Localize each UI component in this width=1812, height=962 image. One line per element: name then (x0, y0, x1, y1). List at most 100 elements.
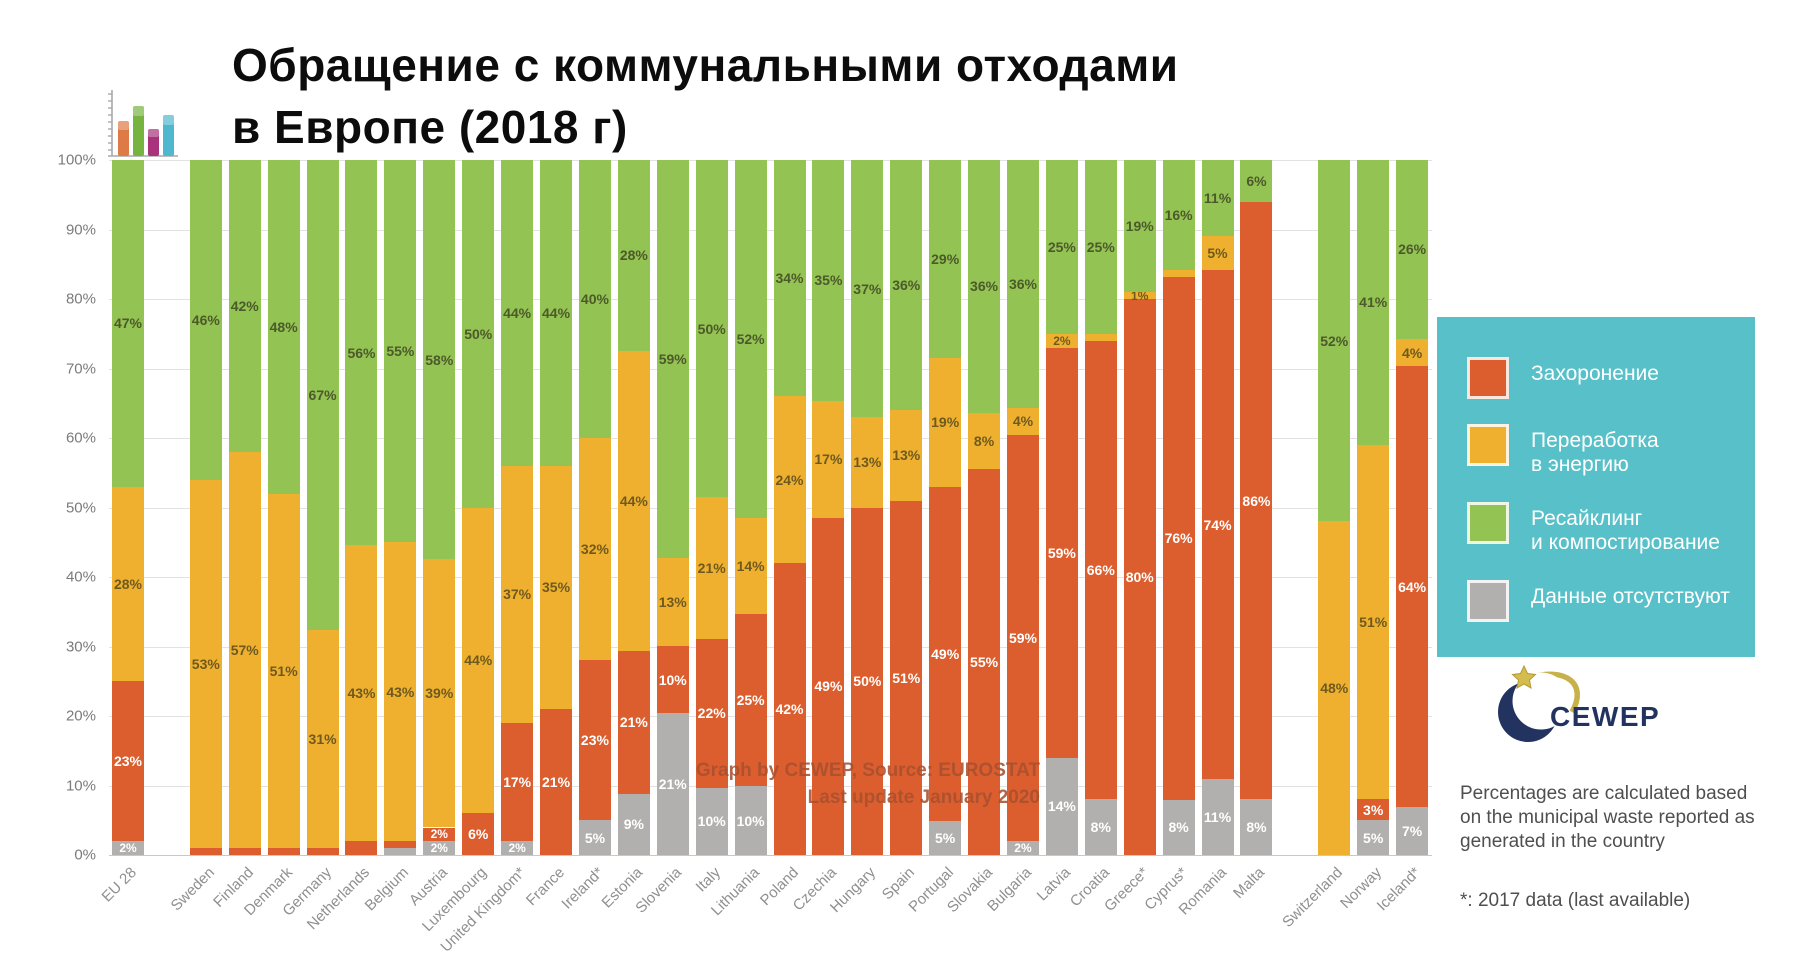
gridline (109, 855, 1432, 856)
bar-value-label: 21% (542, 774, 571, 791)
bar-segment-nodata: 8% (1162, 799, 1195, 855)
bar-value-label: 50% (464, 325, 493, 342)
bar-segment-landfill: 42% (773, 563, 806, 855)
bar-value-label: 25% (736, 692, 765, 709)
bar-value-label: 19% (931, 414, 960, 431)
legend-swatch-wte (1467, 424, 1509, 466)
legend-swatch-nodata (1467, 580, 1509, 622)
bar-segment-wte: 44% (617, 350, 650, 651)
bar-segment-wte: 14% (734, 517, 767, 615)
bar-segment-landfill: 21% (540, 709, 573, 855)
watermark-line-2: Last update January 2020 (807, 787, 1040, 808)
bar-segment-recycling: 52% (1318, 160, 1351, 522)
bar-segment-recycling: 34% (773, 160, 806, 397)
bar-value-label: 32% (580, 541, 609, 558)
bar-value-label: 9% (623, 816, 644, 833)
bar-value-label: 39% (425, 685, 454, 702)
bar-segment-landfill: 50% (851, 507, 884, 855)
bar-value-label: 35% (542, 579, 571, 596)
bar-segment-nodata: 8% (1084, 799, 1117, 855)
bar-value-label: 22% (697, 705, 726, 722)
bar-segment-recycling: 50% (695, 160, 728, 498)
bar-segment-wte: 32% (578, 438, 611, 661)
bar-segment-wte: 1% (1123, 288, 1156, 303)
bar-value-label: 55% (386, 343, 415, 360)
bar-value-label: 17% (814, 451, 843, 468)
bar-segment-wte: 35% (540, 465, 573, 710)
x-axis-label: Belgium (362, 864, 413, 915)
bar-value-label: 44% (503, 304, 532, 321)
bar-value-label: 8% (1168, 819, 1189, 836)
cewep-logo: CEWEP (1488, 664, 1668, 761)
bar-value-label: 5% (1207, 244, 1228, 261)
bar-value-label: 2% (430, 827, 448, 842)
bar-hungary: 50% 13% 37% (851, 160, 884, 855)
bar-value-label: 2% (119, 841, 137, 856)
y-axis-label: 100% (57, 151, 96, 169)
legend-item-nodata: Данные отсутствуют (1467, 580, 1731, 622)
bar-segment-landfill: 59% (1006, 435, 1039, 842)
y-axis-label: 0% (74, 846, 96, 864)
bar-value-label: 28% (619, 247, 648, 264)
bar-segment-wte: 48% (1318, 521, 1351, 855)
bar-segment-wte: 28% (112, 486, 144, 682)
bar-value-label: 16% (1164, 207, 1193, 224)
gridline (109, 577, 1432, 578)
bar-value-label: 2% (1014, 841, 1032, 856)
bar-value-label: 28% (113, 575, 143, 592)
x-axis-label: Ireland* (558, 864, 607, 913)
y-axis-label: 10% (65, 777, 96, 794)
bar-segment-wte: 13% (890, 410, 923, 501)
bar-value-label: 46% (191, 311, 220, 328)
bar-segment-recycling: 26% (1396, 160, 1429, 339)
bar-segment-landfill (267, 848, 300, 855)
bar-sweden: 53% 46% (189, 160, 222, 855)
bar-value-label: 4% (1401, 344, 1423, 361)
bar-value-label: 43% (347, 685, 376, 702)
bar-segment-landfill: 51% (890, 500, 923, 855)
legend-label-landfill: Захоронение (1531, 362, 1659, 385)
bar-segment-wte (1084, 333, 1117, 341)
bar-value-label: 8% (1246, 819, 1267, 836)
bar-value-label: 41% (1359, 294, 1388, 311)
bar-value-label: 44% (464, 652, 493, 669)
bar-iceland-: 7% 64% 4% 26% (1396, 160, 1429, 855)
bar-value-label: 37% (853, 280, 882, 297)
legend-label-wte: Переработка в энергию (1531, 429, 1659, 476)
bar-value-label: 49% (814, 678, 843, 695)
bar-segment-recycling: 50% (462, 160, 495, 508)
bar-value-label: 44% (542, 304, 571, 321)
bar-united-kingdom-: 2% 17% 37% 44% (501, 160, 534, 856)
bar-segment-recycling: 40% (578, 160, 611, 438)
bar-segment-recycling: 11% (1201, 160, 1234, 236)
bar-value-label: 59% (1047, 544, 1076, 561)
bar-france: 21% 35% 44% (540, 160, 573, 855)
bar-value-label: 10% (658, 671, 687, 688)
bar-value-label: 59% (1008, 630, 1037, 647)
bar-segment-recycling: 46% (189, 160, 222, 480)
bar-segment-wte: 51% (1357, 444, 1390, 800)
bar-value-label: 52% (736, 330, 765, 347)
bar-segment-landfill: 21% (617, 650, 650, 794)
logo-star-icon (1511, 664, 1537, 689)
bar-segment-wte: 4% (1396, 338, 1429, 367)
footnote-asterisk: *: 2017 data (last available) (1460, 890, 1691, 911)
gridline (109, 229, 1432, 231)
page-title: Обращение с коммунальными отходами в Евр… (232, 34, 1179, 158)
bar-value-label: 43% (386, 683, 415, 700)
bar-value-label: 1% (1131, 288, 1149, 303)
y-axis-label: 70% (65, 360, 96, 377)
bar-value-label: 29% (931, 250, 960, 267)
bar-value-label: 51% (1359, 614, 1388, 631)
plot-area: 2% 23% 28% 47% 53% 46% 57% 42% 51% 48% 31% 67% 43% 56… (109, 160, 1432, 856)
bar-germany: 31% 67% (306, 160, 339, 855)
bar-segment-wte: 51% (267, 493, 300, 849)
x-axis-label: Sweden (167, 864, 218, 915)
bar-segment-recycling: 47% (112, 160, 144, 487)
bar-eu-28: 2% 23% 28% 47% (112, 160, 144, 855)
bar-value-label: 19% (1125, 218, 1154, 235)
bar-value-label: 51% (269, 662, 298, 679)
bar-segment-recycling: 25% (1084, 160, 1117, 334)
bar-value-label: 2% (508, 841, 526, 856)
